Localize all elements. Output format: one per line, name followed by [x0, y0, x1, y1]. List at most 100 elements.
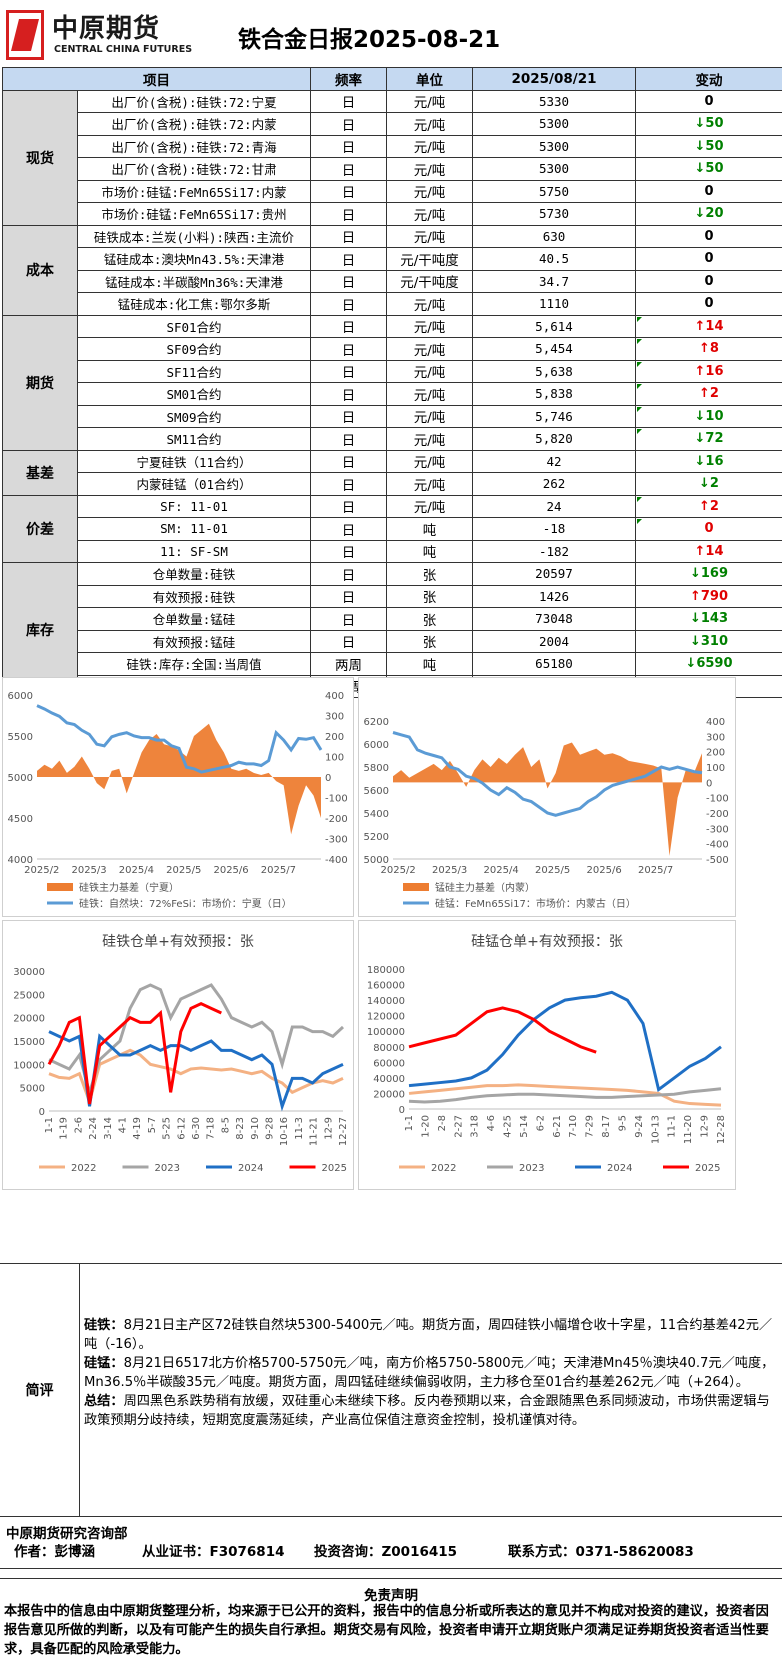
- value-cell: 5,638: [472, 359, 636, 383]
- x-tick-label: 2025/5: [166, 865, 201, 876]
- chart-ferrosilicon-basis-svg: 4000 4500 5000 5500 6000 -400 -300 -200 -100 0 100…: [8, 691, 348, 910]
- y-tick-label: 30000: [13, 967, 45, 978]
- y-tick-label-right: 400: [325, 691, 344, 702]
- x-tick-label: 6-21: [552, 1115, 563, 1138]
- x-tick-label: 12-27: [338, 1117, 349, 1146]
- header-item: 项目: [2, 67, 311, 91]
- unit-cell: 元/干吨度: [386, 269, 473, 293]
- table-row: 锰硅成本:半碳酸Mn36%:天津港日元/干吨度 34.7 0: [3, 269, 782, 293]
- x-tick-label: 2-8: [437, 1115, 448, 1131]
- table-row: 硅铁:库存:全国:当周值 两周吨 65180 ↓6590: [3, 652, 782, 676]
- value-cell: 5300: [472, 157, 636, 181]
- unit-cell: 张: [386, 584, 473, 608]
- change-cell: ↓50: [635, 134, 782, 158]
- item-cell: 内蒙硅锰（01合约）: [77, 472, 311, 496]
- freq-cell: 两周: [310, 652, 387, 676]
- legend-label: 2025: [322, 1163, 347, 1174]
- value-cell: 24: [472, 494, 636, 518]
- freq-cell: 日: [310, 157, 387, 181]
- x-tick-label: 3-14: [103, 1117, 114, 1140]
- value-cell: 5330: [472, 89, 636, 113]
- change-cell: ↓10: [635, 404, 782, 428]
- y-tick-label-left: 6000: [8, 691, 33, 702]
- commentary-body: 硅铁：8月21日主产区72硅铁自然块5300-5400元／吨。期货方面，周四硅铁…: [84, 1316, 778, 1430]
- legend-label: 硅铁主力基差（宁夏）: [79, 881, 179, 894]
- y-tick-label: 180000: [367, 965, 405, 976]
- y-tick-label-right: 400: [706, 717, 725, 728]
- freq-cell: 日: [310, 179, 387, 203]
- category-cell: 成本: [2, 224, 78, 316]
- change-value: 0: [704, 251, 714, 267]
- change-cell: 0: [635, 179, 782, 203]
- value-cell: 2004: [472, 629, 636, 653]
- value-cell: 40.5: [472, 247, 636, 271]
- commentary-ferrosilicon: 硅铁：8月21日主产区72硅铁自然块5300-5400元／吨。期货方面，周四硅铁…: [84, 1316, 778, 1354]
- disclaimer-text: 本报告中的信息由中原期货整理分析，均来源于已公开的资料，报告中的信息分析或所表达…: [4, 1604, 769, 1657]
- unit-cell: 张: [386, 629, 473, 653]
- value-cell: 20597: [472, 562, 636, 586]
- research-department: 中原期货研究咨询部: [6, 1526, 128, 1542]
- category-cell: 基差: [2, 449, 78, 496]
- y-tick-label-left: 5600: [364, 786, 389, 797]
- warrant-line-series-2023: [48, 983, 345, 1098]
- divider: [0, 1568, 782, 1569]
- x-tick-label: 7-29: [585, 1115, 596, 1138]
- y-tick-label-right: -300: [325, 835, 348, 846]
- y-tick-label-right: 0: [706, 778, 712, 789]
- x-tick-label: 4-25: [503, 1115, 514, 1138]
- item-cell: 出厂价(含税):硅铁:72:内蒙: [77, 112, 311, 136]
- x-tick-label: 6-30: [191, 1117, 202, 1140]
- unit-cell: 元/吨: [386, 337, 473, 361]
- freq-cell: 日: [310, 224, 387, 248]
- x-tick-label: 2025/2: [381, 865, 416, 876]
- value-cell: 5,614: [472, 314, 636, 338]
- legend-label: 2024: [238, 1163, 263, 1174]
- table-row: 出厂价(含税):硅铁:72:青海日元/吨 5300 ↓50: [3, 134, 782, 158]
- table-row: SM: 11-01 日吨 -18 0: [3, 517, 782, 541]
- table-row: 11: SF-SM 日吨 -182 ↑14: [3, 539, 782, 563]
- category-cell: 价差: [2, 494, 78, 563]
- cell-marker-icon: [637, 519, 642, 524]
- change-value: ↓143: [689, 611, 729, 627]
- y-tick-label-left: 5200: [364, 832, 389, 843]
- table-row: 库存 仓单数量:硅铁日张 20597 ↓169: [2, 562, 782, 698]
- header-unit: 单位: [386, 67, 473, 91]
- cell-marker-icon: [637, 361, 642, 367]
- item-cell: 出厂价(含税):硅铁:72:宁夏: [77, 89, 311, 113]
- item-cell: 有效预报:硅铁: [77, 584, 311, 608]
- value-cell: 5300: [472, 112, 636, 136]
- table-row: 内蒙硅锰（01合约）日元/吨 262 ↓2: [3, 472, 782, 496]
- y-tick-label-right: -400: [706, 840, 729, 851]
- x-tick-label: 5-25: [162, 1117, 173, 1140]
- x-tick-label: 12-28: [716, 1115, 727, 1144]
- item-cell: 锰硅成本:化工焦:鄂尔多斯: [77, 292, 311, 316]
- change-value: ↑8: [699, 341, 719, 357]
- legend-label: 2023: [519, 1163, 544, 1174]
- y-tick-label: 40000: [373, 1074, 405, 1085]
- change-value: ↑790: [689, 588, 729, 604]
- change-cell: 0: [635, 269, 782, 293]
- table-row: 出厂价(含税):硅铁:72:甘肃日元/吨 5300 ↓50: [3, 157, 782, 181]
- change-cell: ↑2: [635, 494, 782, 518]
- change-value: ↑2: [699, 498, 719, 514]
- value-cell: 1426: [472, 584, 636, 608]
- change-value: ↓50: [694, 116, 724, 132]
- y-tick-label: 0: [399, 1105, 405, 1116]
- change-cell: ↓310: [635, 629, 782, 653]
- x-tick-label: 9-5: [617, 1115, 628, 1131]
- x-tick-label: 11-3: [294, 1117, 305, 1140]
- table-row: SM11合约日元/吨 5,820 ↓72: [3, 427, 782, 451]
- x-tick-label: 3-18: [470, 1115, 481, 1138]
- change-value: ↓10: [694, 408, 724, 424]
- freq-cell: 日: [310, 607, 387, 631]
- chart-ferrosilicon-basis: 4000 4500 5000 5500 6000 -400 -300 -200 -100 0 100…: [2, 677, 354, 917]
- legend-label: 硅铁：自然块：72%FeSi：市场价：宁夏（日）: [79, 897, 292, 910]
- x-tick-label: 4-6: [486, 1115, 497, 1131]
- value-cell: 5,838: [472, 382, 636, 406]
- freq-cell: 日: [310, 472, 387, 496]
- y-tick-label: 140000: [367, 996, 405, 1007]
- change-cell: 0: [635, 247, 782, 271]
- item-cell: 市场价:硅锰:FeMn65Si17:贵州: [77, 202, 311, 226]
- chart-ferrosilicon-warrants-svg: 0 5000 10000 15000 20000 25000 30000 1-1 1-19 2-6…: [13, 967, 349, 1174]
- x-tick-label: 1-1: [44, 1117, 55, 1133]
